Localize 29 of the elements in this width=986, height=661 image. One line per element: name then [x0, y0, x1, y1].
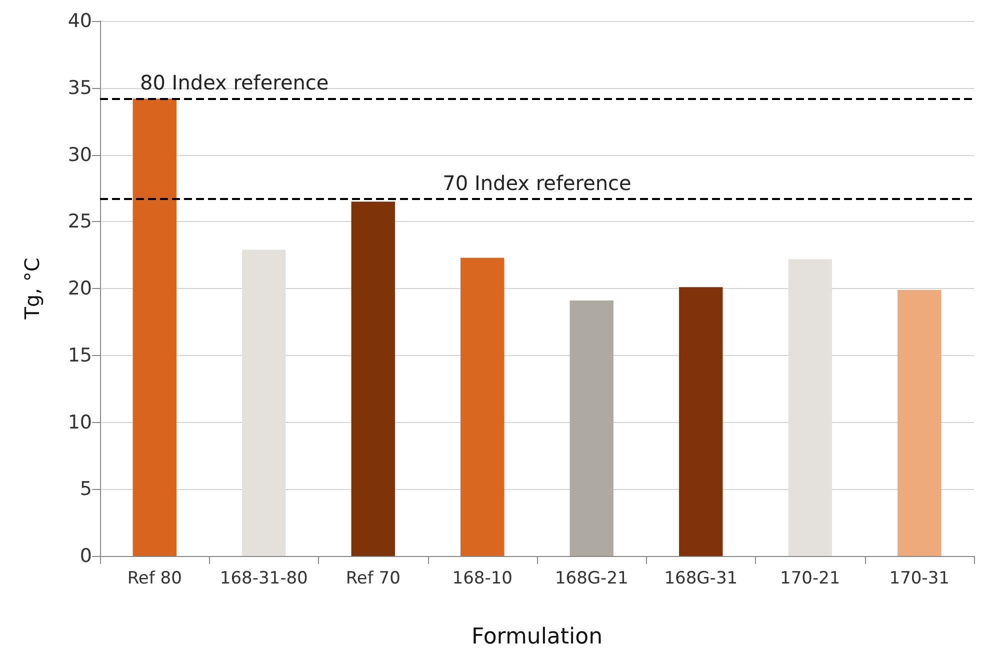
- bar: [460, 258, 504, 556]
- bar: [242, 250, 286, 556]
- y-tick-label: 15: [68, 344, 92, 366]
- x-tick-label: 170-31: [889, 568, 950, 588]
- x-tick-label: 168G-31: [664, 568, 738, 588]
- x-tick-label: 168G-21: [554, 568, 628, 588]
- y-tick-label: 40: [68, 10, 92, 32]
- ref-line-label: 80 Index reference: [140, 70, 329, 95]
- x-tick-label: 168-31-80: [220, 568, 308, 588]
- bar: [351, 202, 395, 556]
- y-tick-label: 0: [80, 545, 92, 567]
- ref-line-label: 70 Index reference: [442, 170, 632, 195]
- x-tick-label: Ref 70: [346, 568, 400, 588]
- y-tick-label: 35: [68, 76, 92, 99]
- y-tick-label: 5: [80, 478, 92, 500]
- y-tick-label: 20: [68, 278, 92, 300]
- y-tick-label: 25: [68, 210, 92, 233]
- bar: [788, 259, 832, 556]
- bar: [898, 290, 942, 556]
- x-tick-label: 170-21: [780, 568, 840, 588]
- bar: [570, 300, 614, 556]
- x-axis-title: Formulation: [471, 624, 603, 650]
- y-tick-label: 10: [68, 411, 92, 434]
- x-tick-label: 168-10: [452, 568, 512, 588]
- bar: [132, 98, 176, 556]
- x-tick-label: Ref 80: [127, 568, 182, 588]
- y-tick-label: 30: [68, 144, 92, 166]
- y-axis-title: Tg, °C: [20, 258, 44, 320]
- bar: [679, 287, 723, 556]
